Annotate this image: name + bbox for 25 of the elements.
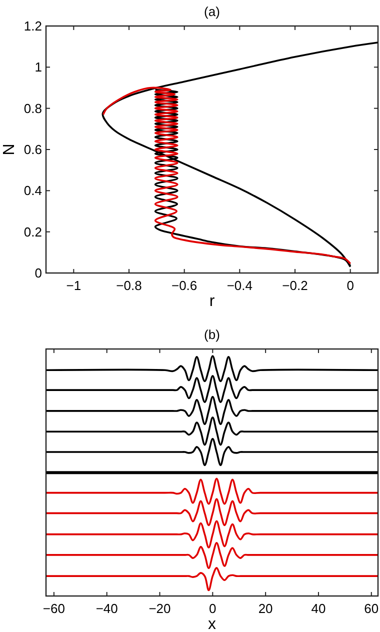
chart-title: (a)	[204, 4, 220, 19]
x-tick-label: −60	[42, 601, 65, 616]
x-tick-label: 40	[311, 601, 326, 616]
x-tick-label: 60	[364, 601, 379, 616]
x-tick-label: −20	[148, 601, 171, 616]
x-tick-label: −40	[96, 601, 118, 616]
y-tick-label: 0	[34, 266, 42, 280]
x-axis-title: r	[209, 293, 216, 310]
y-tick-label: 0.6	[24, 142, 42, 157]
y-tick-label: 0.4	[24, 183, 42, 198]
x-axis-title: x	[208, 616, 216, 632]
x-tick-label: −1	[66, 278, 82, 293]
x-tick-label: 0	[209, 601, 216, 616]
chart-title: (b)	[204, 327, 220, 342]
y-tick-label: 0.8	[24, 100, 42, 116]
y-tick-label: 0.2	[24, 224, 42, 240]
x-tick-label: 20	[258, 601, 273, 616]
x-tick-label: −0.4	[226, 278, 253, 293]
y-axis-title: N	[1, 144, 18, 156]
y-tick-label: 1	[34, 60, 42, 75]
y-tick-label: 1.2	[24, 18, 42, 34]
x-tick-label: −0.8	[116, 278, 142, 293]
x-tick-label: 0	[346, 278, 354, 293]
x-tick-label: −0.2	[282, 278, 308, 293]
x-tick-label: −0.6	[171, 278, 198, 293]
